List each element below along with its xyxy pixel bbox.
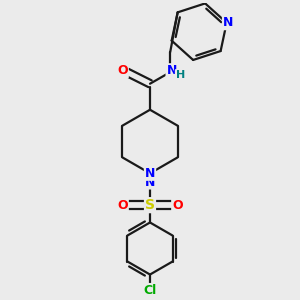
Text: S: S xyxy=(145,198,155,212)
Text: Cl: Cl xyxy=(143,284,157,297)
Text: O: O xyxy=(117,64,128,77)
Text: N: N xyxy=(145,167,155,180)
Text: N: N xyxy=(145,176,155,188)
Text: H: H xyxy=(176,70,185,80)
Text: O: O xyxy=(172,199,183,212)
Text: N: N xyxy=(223,16,233,29)
Text: O: O xyxy=(117,199,128,212)
Text: N: N xyxy=(167,64,177,77)
